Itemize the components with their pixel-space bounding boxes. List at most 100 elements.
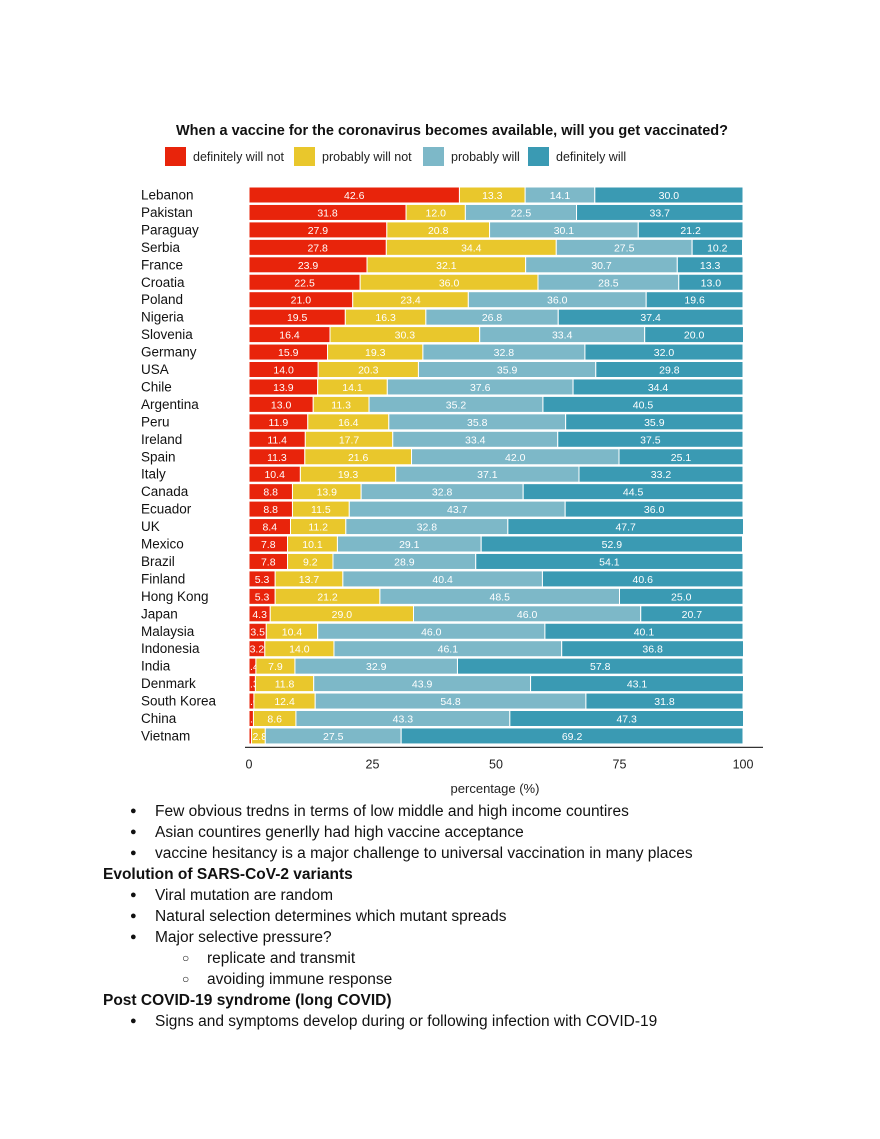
data-label: 23.9 (298, 260, 319, 272)
data-label: 40.6 (632, 574, 653, 586)
data-label: 57.8 (590, 661, 611, 673)
data-label: 16.3 (375, 312, 396, 324)
legend-label: definitely will not (193, 150, 285, 164)
legend-label: definitely will (556, 150, 626, 164)
data-label: 19.3 (338, 469, 359, 481)
legend-swatch (294, 147, 315, 166)
data-label: 48.5 (489, 591, 510, 603)
bar-segment (557, 308, 744, 326)
category-label: Malaysia (141, 624, 195, 639)
data-label: 8.8 (263, 504, 278, 516)
data-label: 20.8 (428, 225, 449, 237)
data-label: 43.9 (412, 679, 433, 691)
data-label: 69.2 (562, 731, 583, 743)
data-label: 54.1 (599, 556, 620, 568)
bar-segment (507, 518, 744, 536)
bar-segment (522, 483, 744, 501)
data-label: 32.1 (436, 260, 457, 272)
data-label: 37.4 (640, 312, 661, 324)
data-label: 32.0 (654, 347, 675, 359)
category-label: Paraguay (141, 222, 199, 237)
data-label: 19.6 (684, 295, 705, 307)
data-label: 43.3 (393, 714, 414, 726)
data-label: 7.8 (261, 539, 276, 551)
bullet-list-long-covid: Signs and symptoms develop during or fol… (103, 1011, 843, 1032)
data-label: 33.4 (465, 434, 486, 446)
data-label: 33.2 (651, 469, 672, 481)
category-label: USA (141, 362, 169, 377)
data-label: 21.2 (680, 225, 701, 237)
legend-swatch (165, 147, 186, 166)
data-label: 11.4 (267, 434, 287, 446)
bar-segment (576, 203, 744, 221)
data-label: 43.7 (447, 504, 468, 516)
bar-segment (561, 640, 744, 658)
category-label: Germany (141, 345, 197, 360)
data-label: 36.0 (644, 504, 665, 516)
data-label: 19.3 (365, 347, 386, 359)
data-label: 20.3 (358, 365, 379, 377)
data-label: 27.5 (323, 731, 344, 743)
data-label: 8.6 (267, 714, 282, 726)
x-axis: 0 25 50 75 100 (245, 746, 763, 771)
bar-segment (645, 291, 744, 309)
data-label: 44.5 (623, 487, 644, 499)
data-label: 33.7 (650, 207, 671, 219)
data-label: 36.0 (547, 295, 568, 307)
category-label: Chile (141, 379, 172, 394)
data-label: 29.0 (332, 609, 353, 621)
category-label: Croatia (141, 275, 185, 290)
category-label: South Korea (141, 694, 217, 709)
data-label: 28.5 (598, 277, 619, 289)
data-label: 37.1 (477, 469, 498, 481)
data-label: 7.9 (268, 661, 283, 673)
data-label: 33.4 (552, 330, 573, 342)
data-label: 28.9 (394, 556, 415, 568)
data-label: 29.1 (399, 539, 420, 551)
category-label: Nigeria (141, 310, 184, 325)
data-label: 37.5 (640, 434, 661, 446)
category-label: Spain (141, 449, 176, 464)
data-label: 21.6 (348, 452, 369, 464)
category-label: India (141, 659, 171, 674)
data-label: 36.8 (642, 644, 663, 656)
bar-segment (456, 657, 744, 675)
data-label: 35.2 (446, 399, 467, 411)
data-label: 14.0 (289, 644, 310, 656)
data-label: 2.8 (252, 731, 267, 743)
data-label: 10.4 (282, 626, 303, 638)
bar-segment (544, 622, 744, 640)
data-label: 11.9 (269, 417, 289, 429)
bullet-list-observations: Few obvious tredns in terms of low middl… (103, 801, 843, 864)
data-label: 9.2 (303, 556, 318, 568)
category-label: Lebanon (141, 188, 194, 203)
data-label: 8.4 (262, 522, 277, 534)
bar-segment (542, 395, 744, 413)
bar-segment (480, 535, 744, 553)
legend-label: probably will (451, 150, 520, 164)
data-label: 10.2 (707, 242, 728, 254)
data-label: 20.7 (682, 609, 703, 621)
data-label: 8.8 (263, 487, 278, 499)
category-label: Mexico (141, 537, 184, 552)
data-label: 13.0 (271, 399, 292, 411)
bullet-list-variants: Viral mutation are random Natural select… (103, 885, 843, 990)
bar-segment (400, 727, 744, 745)
data-label: 25.0 (671, 591, 692, 603)
data-label: 40.1 (634, 626, 655, 638)
data-label: 52.9 (602, 539, 623, 551)
data-label: 17.7 (339, 434, 360, 446)
list-item: Asian countires generlly had high vaccin… (103, 822, 843, 843)
data-label: 27.5 (614, 242, 635, 254)
category-label: Japan (141, 606, 178, 621)
category-label: Serbia (141, 240, 181, 255)
data-label: 27.9 (308, 225, 329, 237)
category-label: China (141, 711, 177, 726)
category-label: Denmark (141, 676, 196, 691)
lecture-notes: Few obvious tredns in terms of low middl… (103, 801, 843, 1032)
data-label: 30.3 (395, 330, 416, 342)
category-label: France (141, 257, 183, 272)
bar-segment (618, 448, 744, 466)
data-label: 36.0 (439, 277, 460, 289)
bar-segment (541, 570, 744, 588)
